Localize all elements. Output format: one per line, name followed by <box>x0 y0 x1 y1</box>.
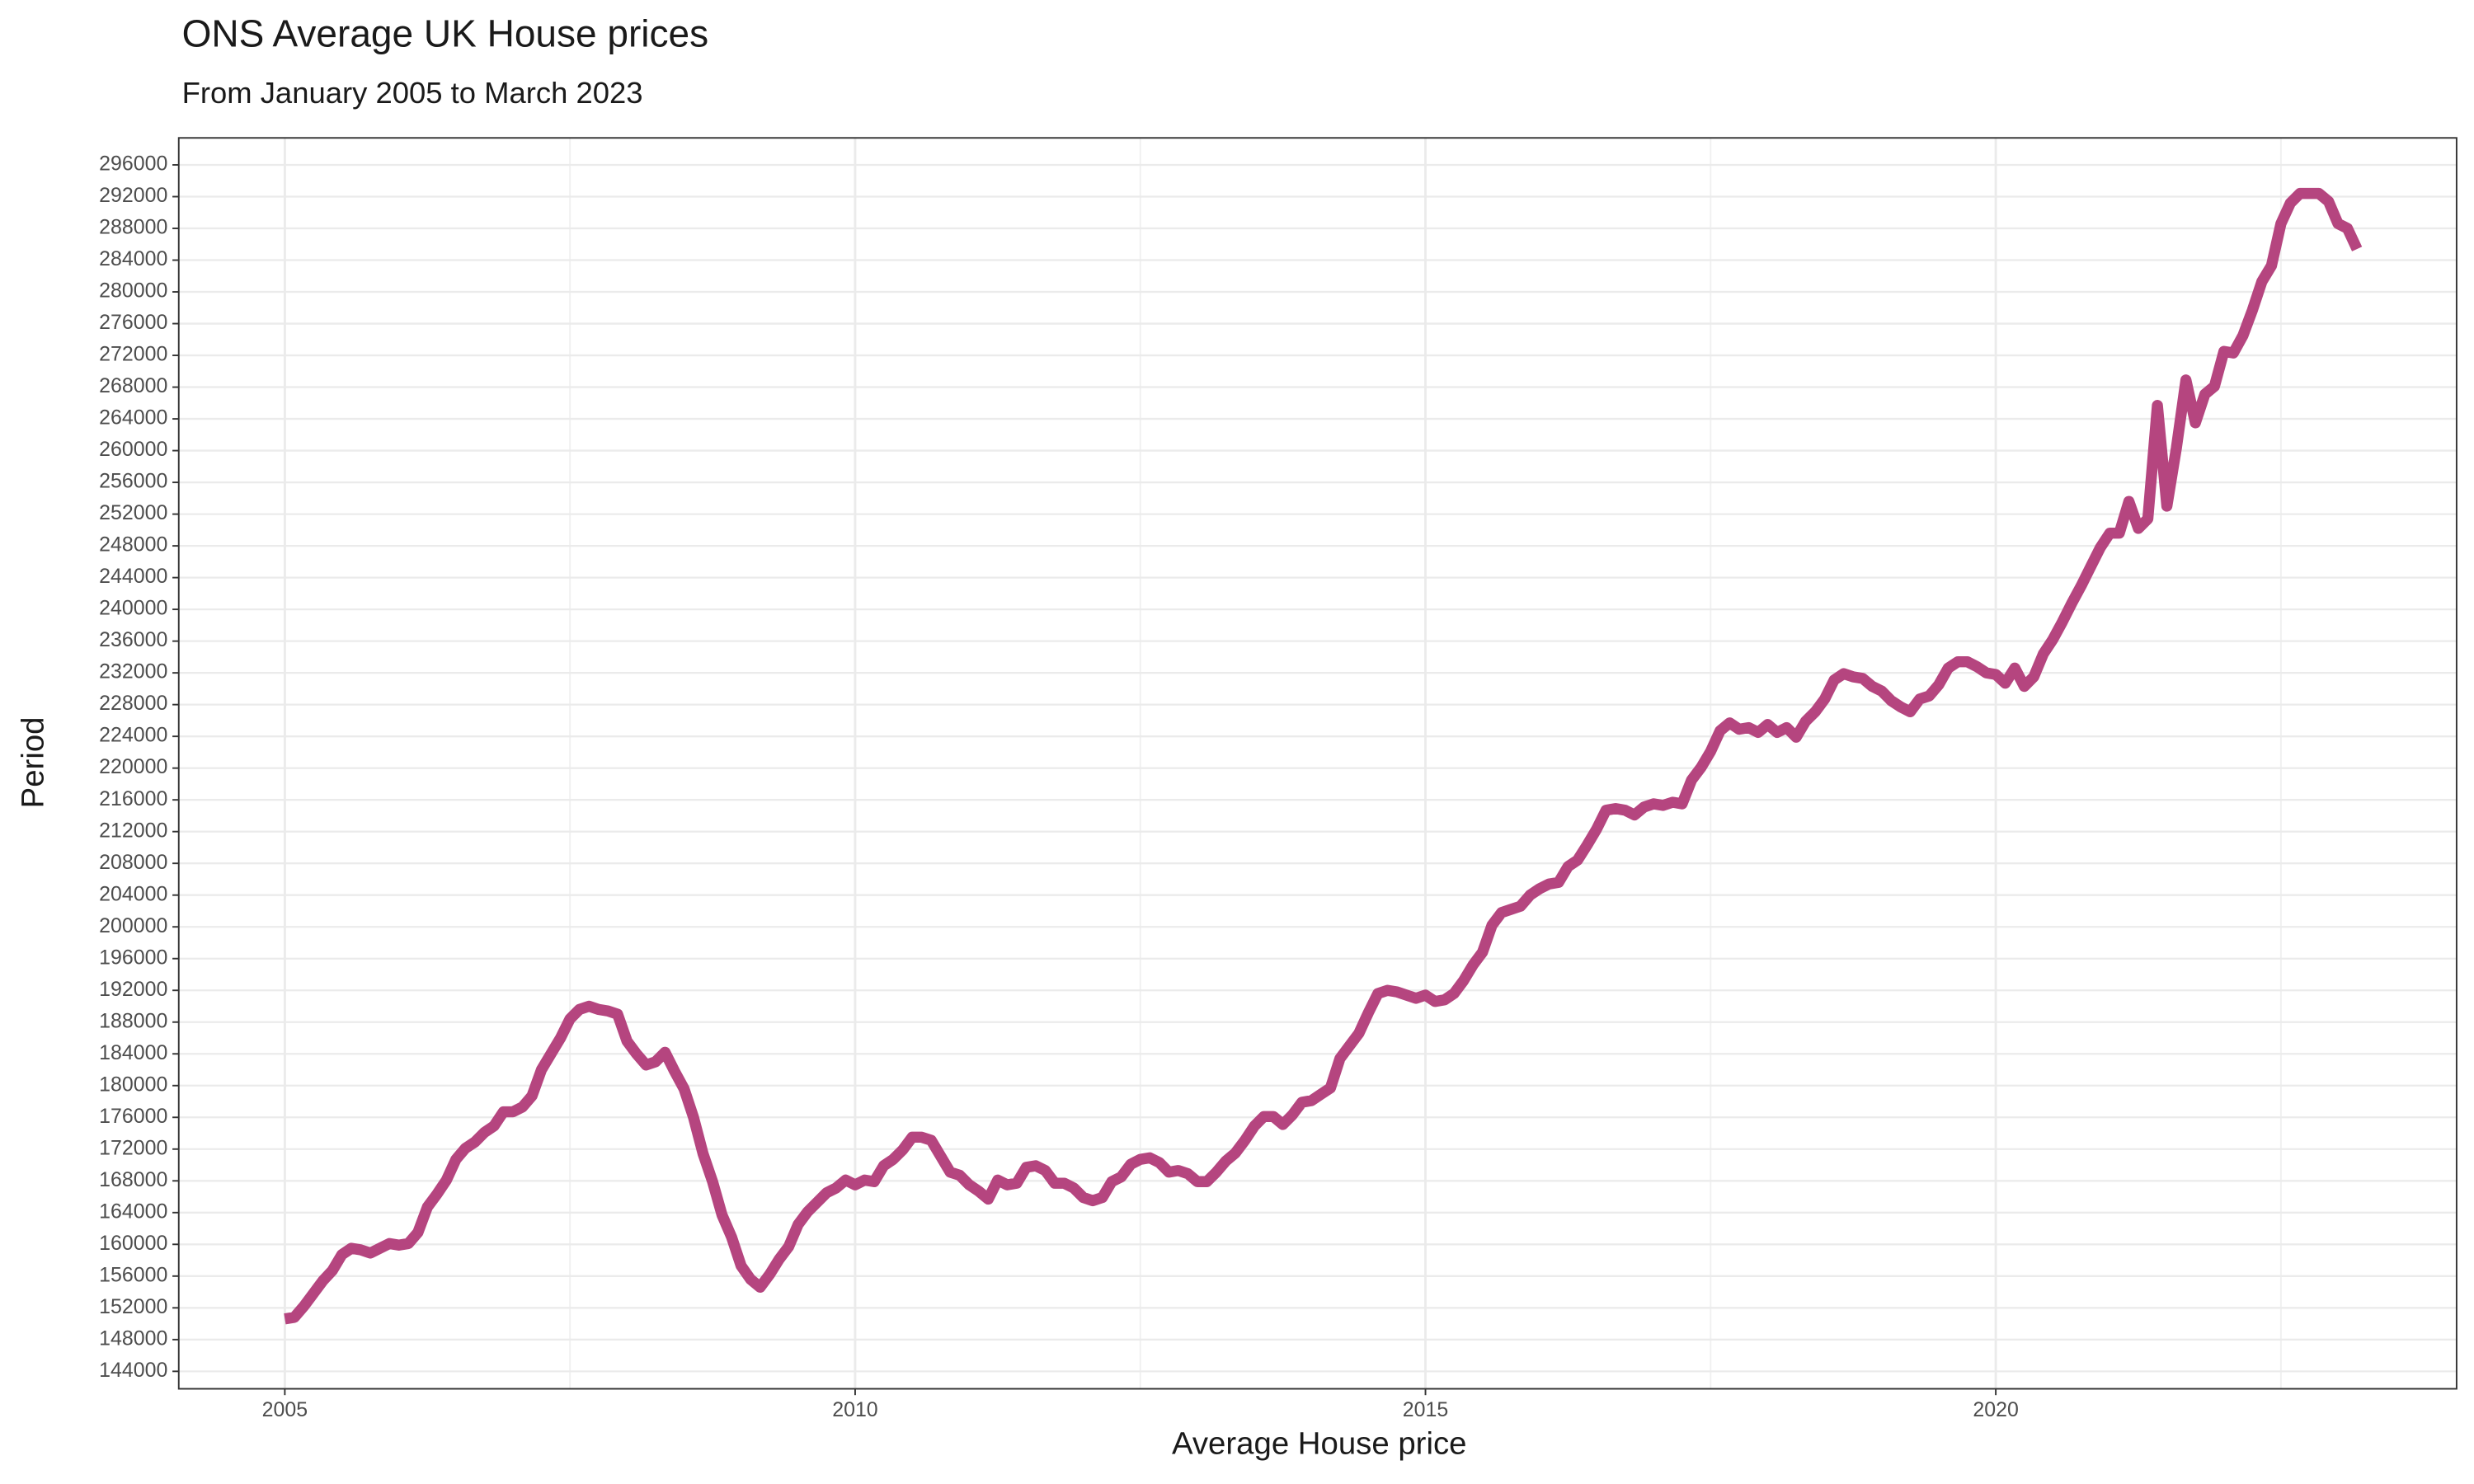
y-tick-label: 256000 <box>99 470 167 493</box>
y-tick-label: 260000 <box>99 438 167 461</box>
x-tick-label: 2020 <box>1973 1398 2018 1421</box>
y-tick-label: 184000 <box>99 1041 167 1064</box>
y-tick-label: 296000 <box>99 153 167 176</box>
chart-title: ONS Average UK House prices <box>182 12 709 55</box>
y-tick-label: 232000 <box>99 660 167 683</box>
y-tick-label: 284000 <box>99 247 167 270</box>
y-tick-label: 240000 <box>99 597 167 620</box>
y-tick-label: 176000 <box>99 1105 167 1128</box>
y-tick-label: 200000 <box>99 914 167 937</box>
y-tick-label: 172000 <box>99 1136 167 1159</box>
y-tick-label: 156000 <box>99 1263 167 1286</box>
y-tick-label: 292000 <box>99 184 167 207</box>
y-tick-label: 268000 <box>99 374 167 397</box>
y-tick-label: 224000 <box>99 724 167 747</box>
y-tick-label: 164000 <box>99 1200 167 1223</box>
y-tick-label: 148000 <box>99 1327 167 1350</box>
plot-border <box>177 137 2458 1390</box>
y-tick-label: 272000 <box>99 343 167 366</box>
y-tick-label: 144000 <box>99 1359 167 1382</box>
data-line <box>284 187 2363 1325</box>
y-tick-label: 236000 <box>99 628 167 651</box>
x-tick-label: 2015 <box>1403 1398 1448 1421</box>
y-tick-label: 244000 <box>99 565 167 588</box>
y-tick-label: 192000 <box>99 978 167 1001</box>
y-tick-label: 216000 <box>99 787 167 810</box>
y-tick-label: 204000 <box>99 882 167 905</box>
y-tick-label: 252000 <box>99 501 167 524</box>
y-tick-label: 264000 <box>99 406 167 430</box>
x-tick-label: 2010 <box>832 1398 877 1421</box>
y-tick-label: 212000 <box>99 819 167 842</box>
y-tick-label: 220000 <box>99 755 167 778</box>
plot-area: 144000 148000 152000 156000 160000 164000 1680… <box>99 137 2458 1421</box>
x-tick-label: 2005 <box>262 1398 308 1421</box>
y-tick-label: 208000 <box>99 851 167 874</box>
y-tick-label: 196000 <box>99 946 167 969</box>
y-axis-label: Period <box>15 716 50 808</box>
y-tick-label: 180000 <box>99 1073 167 1096</box>
y-tick-label: 288000 <box>99 216 167 239</box>
y-tick-label: 168000 <box>99 1168 167 1191</box>
y-tick-label: 276000 <box>99 311 167 334</box>
chart-subtitle: From January 2005 to March 2023 <box>182 76 643 110</box>
y-tick-label: 280000 <box>99 279 167 303</box>
y-tick-label: 160000 <box>99 1232 167 1255</box>
y-tick-label: 248000 <box>99 533 167 556</box>
y-tick-label: 228000 <box>99 692 167 715</box>
y-tick-label: 152000 <box>99 1295 167 1318</box>
y-tick-label: 188000 <box>99 1009 167 1032</box>
x-axis-label: Average House price <box>1172 1426 1467 1462</box>
